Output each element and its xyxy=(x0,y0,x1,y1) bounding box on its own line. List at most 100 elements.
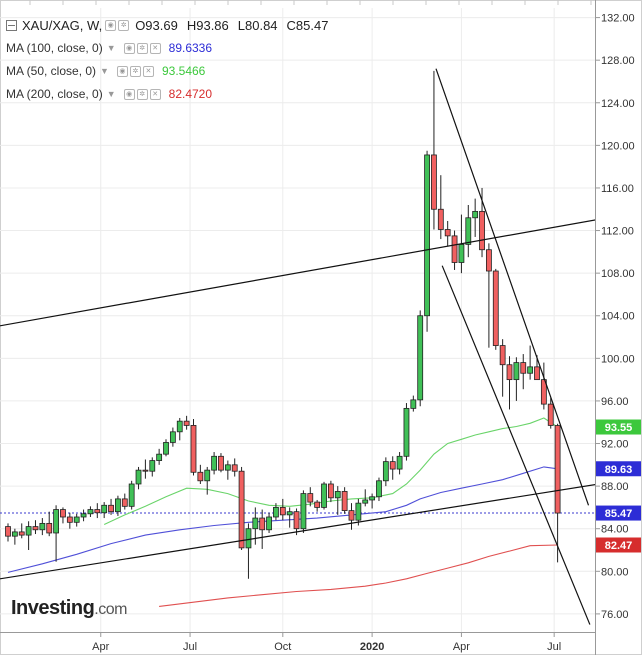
x-tick-label: 2020 xyxy=(360,641,384,653)
investing-logo: Investing.com xyxy=(11,597,127,620)
candle-up xyxy=(410,399,417,409)
x-tick-label: Jul xyxy=(547,641,561,653)
candle-up xyxy=(396,455,403,470)
ma100-value: 89.6336 xyxy=(168,41,213,55)
candles xyxy=(5,70,561,579)
candle-down xyxy=(492,270,499,346)
chevron-down-icon[interactable]: ▼ xyxy=(100,66,109,76)
candle-down xyxy=(60,509,66,518)
eye-icon[interactable]: ◉ xyxy=(123,89,135,100)
close-icon[interactable]: ✕ xyxy=(142,66,154,77)
candle-up xyxy=(527,366,534,374)
candle-up xyxy=(135,469,142,485)
candle-up xyxy=(87,509,94,515)
ma200-row: MA (200, close, 0) ▼ ◉ ✲ ✕ 82.4720 xyxy=(6,83,337,106)
y-tick-label: 84.00 xyxy=(601,524,629,536)
eye-icon[interactable]: ◉ xyxy=(123,43,135,54)
candle-down xyxy=(218,455,224,471)
low-value: L80.84 xyxy=(237,18,278,33)
series-settings-icons: ◉ ✲ xyxy=(105,20,130,31)
candle-down xyxy=(259,517,266,531)
candle-up xyxy=(417,315,424,401)
candle-down xyxy=(314,501,321,508)
candle-down xyxy=(307,493,314,503)
candle-down xyxy=(341,491,348,512)
ma200-value: 82.4720 xyxy=(168,87,213,101)
candle-up xyxy=(472,210,479,219)
price-tag-bg xyxy=(596,505,641,521)
candle-down xyxy=(190,425,197,473)
trend-line xyxy=(0,219,595,327)
ma100-label: MA (100, close, 0) xyxy=(6,41,103,55)
ma200-icons: ◉ ✲ ✕ xyxy=(123,89,161,100)
ma50-icons: ◉ ✲ ✕ xyxy=(116,66,154,77)
candle-down xyxy=(46,522,53,534)
ma50-label: MA (50, close, 0) xyxy=(6,64,97,78)
gear-icon[interactable]: ✲ xyxy=(129,66,141,77)
gear-icon[interactable]: ✲ xyxy=(136,89,148,100)
collapse-icon[interactable] xyxy=(6,20,17,31)
candle-up xyxy=(73,516,80,523)
candle-down xyxy=(279,507,286,516)
candle-up xyxy=(382,461,389,482)
price-tags: 93.55 89.63 85.47 82.47 xyxy=(596,419,641,553)
candle-up xyxy=(266,516,272,531)
ma100-icons: ◉ ✲ ✕ xyxy=(123,43,161,54)
candle-up xyxy=(273,507,279,518)
trend-line xyxy=(0,484,595,580)
candle-down xyxy=(506,364,513,381)
candle-up xyxy=(11,531,18,537)
y-tick-label: 92.00 xyxy=(601,439,629,451)
gear-icon[interactable]: ✲ xyxy=(118,20,130,31)
eye-icon[interactable]: ◉ xyxy=(105,20,117,31)
chevron-down-icon[interactable]: ▼ xyxy=(106,43,116,53)
plot-area xyxy=(0,68,595,625)
candle-up xyxy=(245,528,252,549)
y-tick-label: 124.00 xyxy=(601,98,635,110)
y-tick-label: 112.00 xyxy=(601,226,634,238)
candle-up xyxy=(369,496,376,501)
y-tick-label: 116.00 xyxy=(601,183,634,195)
close-icon[interactable]: ✕ xyxy=(149,89,161,100)
price-tag-label: 89.63 xyxy=(605,464,633,476)
candle-up xyxy=(321,483,327,508)
candle-up xyxy=(211,455,218,471)
y-tick-label: 104.00 xyxy=(601,311,635,323)
candle-up xyxy=(101,504,108,514)
eye-icon[interactable]: ◉ xyxy=(116,66,128,77)
ma50-row: MA (50, close, 0) ▼ ◉ ✲ ✕ 93.5466 xyxy=(6,60,337,83)
candle-down xyxy=(437,208,444,230)
candle-up xyxy=(362,499,369,504)
candle-down xyxy=(32,526,39,531)
y-tick-label: 76.00 xyxy=(601,609,629,621)
price-tag-bg xyxy=(596,461,641,477)
trend-line xyxy=(435,68,590,506)
price-tag-label: 82.47 xyxy=(605,540,633,552)
candle-down xyxy=(18,531,25,536)
close-icon[interactable]: ✕ xyxy=(149,43,161,54)
candle-down xyxy=(451,235,458,263)
y-tick-label: 100.00 xyxy=(601,353,635,365)
logo-suffix: .com xyxy=(94,601,127,618)
chevron-down-icon[interactable]: ▼ xyxy=(106,89,116,99)
gear-icon[interactable]: ✲ xyxy=(136,43,148,54)
candle-down xyxy=(499,345,506,366)
candle-down xyxy=(444,229,451,237)
trend-line xyxy=(441,265,591,625)
candle-down xyxy=(431,154,437,210)
ma50-value: 93.5466 xyxy=(161,64,206,78)
candle-up xyxy=(458,243,465,263)
candle-up xyxy=(149,460,156,472)
candle-up xyxy=(176,420,183,433)
candle-up xyxy=(300,493,307,530)
open-value: O93.69 xyxy=(135,18,178,33)
price-tag-label: 93.55 xyxy=(605,422,633,434)
main-series-row: XAU/XAG, W, ◉ ✲ O93.69 H93.86 L80.84 C85… xyxy=(6,14,337,37)
y-tick-label: 88.00 xyxy=(601,481,629,493)
candle-down xyxy=(5,526,11,537)
candle-up xyxy=(128,483,135,507)
candle-up xyxy=(334,491,341,499)
high-value: H93.86 xyxy=(186,18,229,33)
